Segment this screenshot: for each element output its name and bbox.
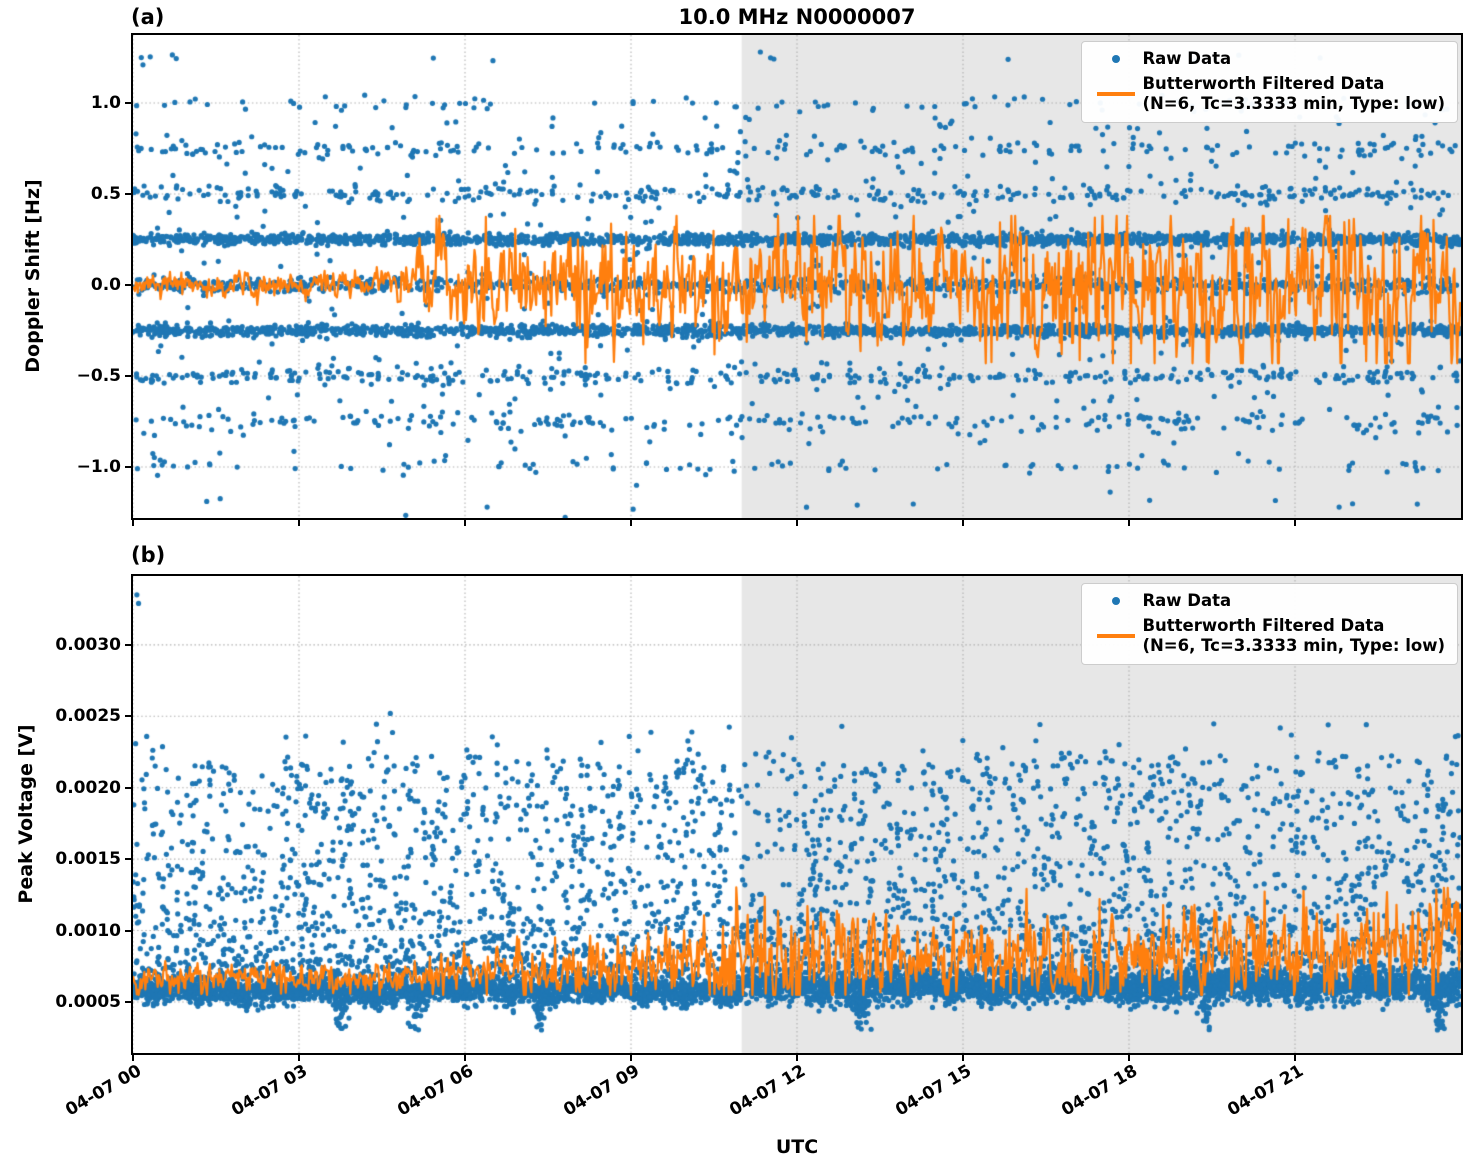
x-tick [1294,1055,1296,1061]
y-tick-label: 0.0005 [55,992,121,1012]
legend-panel-a: Raw Data Butterworth Filtered Data (N=6,… [1081,41,1458,123]
y-tick-label: −1.0 [76,457,121,478]
y-tick-label: 0.0025 [55,706,121,727]
x-axis-label: UTC [775,1136,819,1158]
x-tick [464,520,466,526]
x-tick [298,1055,300,1061]
raw-data-dot-icon [1112,55,1121,63]
x-tick-label: 04-07 00 [62,1061,145,1121]
legend-filtered-label: Butterworth Filtered Data (N=6, Tc=3.333… [1142,616,1445,656]
x-tick [962,520,964,526]
x-tick [1294,520,1296,526]
x-tick [132,1055,134,1061]
legend-raw-entry: Raw Data [1090,591,1445,611]
y-tick-label: −0.5 [76,366,121,387]
x-tick [796,520,798,526]
x-tick-label: 04-07 06 [394,1061,477,1121]
x-tick-label: 04-07 21 [1224,1061,1307,1121]
y-tick-label: 1.0 [90,93,121,114]
y-tick-label: 0.5 [90,184,121,205]
y-tick-label: 0.0020 [55,777,121,798]
y-tick [125,375,131,378]
raw-data-marker [1090,55,1142,63]
y-tick [125,466,131,469]
filtered-line-marker [1090,634,1142,638]
y-tick-label: 0.0010 [55,920,121,941]
raw-data-marker [1090,597,1142,605]
y-tick [125,715,131,718]
legend-filtered-entry: Butterworth Filtered Data (N=6, Tc=3.333… [1090,616,1445,656]
x-tick-label: 04-07 15 [892,1061,975,1121]
panel-b-label: (b) [131,543,166,567]
x-tick [962,1055,964,1061]
x-tick [630,520,632,526]
x-tick-label: 04-07 18 [1058,1061,1141,1121]
filtered-line-marker [1090,92,1142,96]
x-tick [1128,520,1130,526]
x-tick [630,1055,632,1061]
y-tick-label: 0.0015 [55,849,121,870]
x-tick [132,520,134,526]
legend-filtered-entry: Butterworth Filtered Data (N=6, Tc=3.333… [1090,74,1445,114]
y-tick [125,193,131,196]
panel-a-label: (a) [131,5,165,29]
x-tick [298,520,300,526]
y-tick [125,929,131,932]
y-tick [125,284,131,287]
legend-filtered-label-line2: (N=6, Tc=3.3333 min, Type: low) [1142,636,1445,655]
legend-filtered-label-line2: (N=6, Tc=3.3333 min, Type: low) [1142,94,1445,113]
x-tick-label: 04-07 03 [228,1061,311,1121]
legend-raw-label: Raw Data [1142,49,1232,68]
x-tick [1128,1055,1130,1061]
x-tick [464,1055,466,1061]
filtered-line-icon [1097,634,1136,638]
y-tick [125,858,131,861]
y-tick [125,786,131,789]
panel-b-ylabel: Peak Voltage [V] [15,724,37,904]
y-tick [125,643,131,646]
legend-filtered-label: Butterworth Filtered Data (N=6, Tc=3.333… [1142,74,1445,114]
legend-filtered-label-line1: Butterworth Filtered Data [1142,74,1385,93]
legend-filtered-label-line1: Butterworth Filtered Data [1142,616,1385,635]
y-tick [125,102,131,105]
filtered-line-icon [1097,92,1136,96]
figure-title: 10.0 MHz N0000007 [678,5,916,29]
y-tick-label: 0.0 [90,275,121,296]
legend-panel-b: Raw Data Butterworth Filtered Data (N=6,… [1081,583,1458,665]
y-tick [125,1001,131,1003]
raw-data-dot-icon [1112,597,1121,605]
y-tick-label: 0.0030 [55,634,121,655]
x-tick [796,1055,798,1061]
legend-raw-entry: Raw Data [1090,49,1445,69]
legend-raw-label: Raw Data [1142,591,1232,610]
x-tick-label: 04-07 12 [726,1061,809,1121]
x-tick-label: 04-07 09 [560,1061,643,1121]
